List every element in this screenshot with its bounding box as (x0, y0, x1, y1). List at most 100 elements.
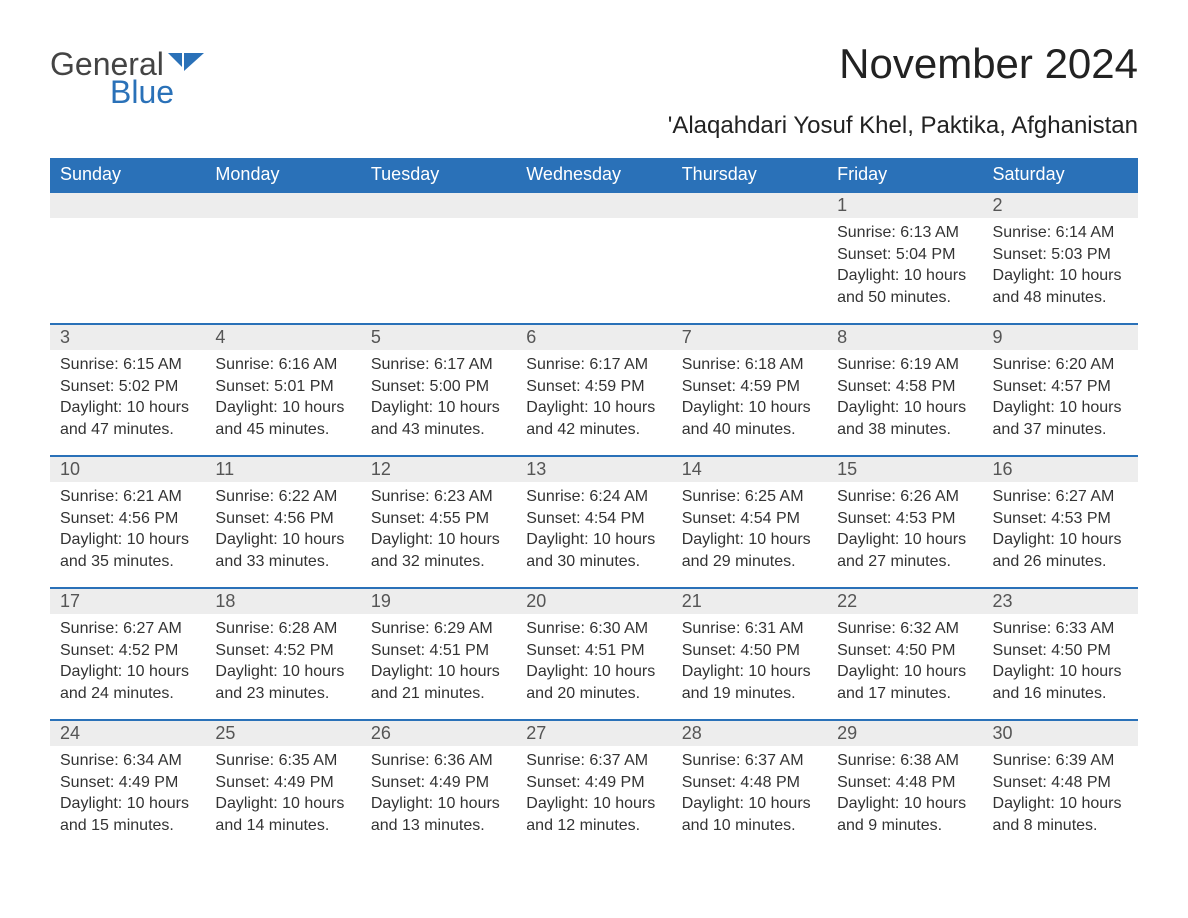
daylight-line: Daylight: 10 hours and 17 minutes. (837, 661, 972, 704)
daylight-line: Daylight: 10 hours and 48 minutes. (993, 265, 1128, 308)
day-details: Sunrise: 6:21 AMSunset: 4:56 PMDaylight:… (50, 482, 205, 578)
sunrise-line: Sunrise: 6:15 AM (60, 354, 195, 376)
calendar-cell: 30Sunrise: 6:39 AMSunset: 4:48 PMDayligh… (983, 720, 1138, 852)
day-number: 18 (205, 589, 360, 614)
day-details: Sunrise: 6:29 AMSunset: 4:51 PMDaylight:… (361, 614, 516, 710)
calendar-cell: 22Sunrise: 6:32 AMSunset: 4:50 PMDayligh… (827, 588, 982, 720)
calendar-cell: 17Sunrise: 6:27 AMSunset: 4:52 PMDayligh… (50, 588, 205, 720)
daylight-line: Daylight: 10 hours and 14 minutes. (215, 793, 350, 836)
calendar-cell: 20Sunrise: 6:30 AMSunset: 4:51 PMDayligh… (516, 588, 671, 720)
calendar-cell: 6Sunrise: 6:17 AMSunset: 4:59 PMDaylight… (516, 324, 671, 456)
daylight-line: Daylight: 10 hours and 19 minutes. (682, 661, 817, 704)
day-number: 22 (827, 589, 982, 614)
daylight-line: Daylight: 10 hours and 37 minutes. (993, 397, 1128, 440)
daylight-line: Daylight: 10 hours and 13 minutes. (371, 793, 506, 836)
day-details: Sunrise: 6:26 AMSunset: 4:53 PMDaylight:… (827, 482, 982, 578)
calendar-cell: 5Sunrise: 6:17 AMSunset: 5:00 PMDaylight… (361, 324, 516, 456)
weekday-header: Sunday (50, 158, 205, 192)
day-details: Sunrise: 6:38 AMSunset: 4:48 PMDaylight:… (827, 746, 982, 842)
calendar-cell: 10Sunrise: 6:21 AMSunset: 4:56 PMDayligh… (50, 456, 205, 588)
sunset-line: Sunset: 4:53 PM (837, 508, 972, 530)
sunset-line: Sunset: 5:03 PM (993, 244, 1128, 266)
day-details: Sunrise: 6:27 AMSunset: 4:52 PMDaylight:… (50, 614, 205, 710)
calendar-cell: 21Sunrise: 6:31 AMSunset: 4:50 PMDayligh… (672, 588, 827, 720)
calendar-cell: 26Sunrise: 6:36 AMSunset: 4:49 PMDayligh… (361, 720, 516, 852)
sunset-line: Sunset: 4:51 PM (526, 640, 661, 662)
sunset-line: Sunset: 5:01 PM (215, 376, 350, 398)
daylight-line: Daylight: 10 hours and 45 minutes. (215, 397, 350, 440)
sunset-line: Sunset: 4:52 PM (60, 640, 195, 662)
calendar-cell: 15Sunrise: 6:26 AMSunset: 4:53 PMDayligh… (827, 456, 982, 588)
day-number: 8 (827, 325, 982, 350)
day-details: Sunrise: 6:39 AMSunset: 4:48 PMDaylight:… (983, 746, 1138, 842)
sunset-line: Sunset: 5:02 PM (60, 376, 195, 398)
day-number: 12 (361, 457, 516, 482)
sunset-line: Sunset: 4:54 PM (526, 508, 661, 530)
sunrise-line: Sunrise: 6:18 AM (682, 354, 817, 376)
day-details: Sunrise: 6:24 AMSunset: 4:54 PMDaylight:… (516, 482, 671, 578)
daylight-line: Daylight: 10 hours and 32 minutes. (371, 529, 506, 572)
sunrise-line: Sunrise: 6:38 AM (837, 750, 972, 772)
sunset-line: Sunset: 4:48 PM (837, 772, 972, 794)
calendar-cell: 16Sunrise: 6:27 AMSunset: 4:53 PMDayligh… (983, 456, 1138, 588)
sunrise-line: Sunrise: 6:31 AM (682, 618, 817, 640)
sunset-line: Sunset: 4:56 PM (60, 508, 195, 530)
day-details: Sunrise: 6:15 AMSunset: 5:02 PMDaylight:… (50, 350, 205, 446)
day-details: Sunrise: 6:23 AMSunset: 4:55 PMDaylight:… (361, 482, 516, 578)
sunrise-line: Sunrise: 6:32 AM (837, 618, 972, 640)
sunrise-line: Sunrise: 6:30 AM (526, 618, 661, 640)
daylight-line: Daylight: 10 hours and 29 minutes. (682, 529, 817, 572)
sunrise-line: Sunrise: 6:29 AM (371, 618, 506, 640)
sunset-line: Sunset: 4:48 PM (682, 772, 817, 794)
day-details: Sunrise: 6:32 AMSunset: 4:50 PMDaylight:… (827, 614, 982, 710)
calendar-cell: 1Sunrise: 6:13 AMSunset: 5:04 PMDaylight… (827, 192, 982, 324)
day-number: 20 (516, 589, 671, 614)
calendar-cell: . (205, 192, 360, 324)
daylight-line: Daylight: 10 hours and 12 minutes. (526, 793, 661, 836)
daylight-line: Daylight: 10 hours and 24 minutes. (60, 661, 195, 704)
daylight-line: Daylight: 10 hours and 42 minutes. (526, 397, 661, 440)
calendar-cell: 14Sunrise: 6:25 AMSunset: 4:54 PMDayligh… (672, 456, 827, 588)
sunset-line: Sunset: 4:49 PM (371, 772, 506, 794)
sunset-line: Sunset: 4:59 PM (526, 376, 661, 398)
sunset-line: Sunset: 4:49 PM (60, 772, 195, 794)
sunset-line: Sunset: 4:58 PM (837, 376, 972, 398)
daylight-line: Daylight: 10 hours and 38 minutes. (837, 397, 972, 440)
logo: General Blue (50, 40, 204, 108)
daylight-line: Daylight: 10 hours and 27 minutes. (837, 529, 972, 572)
weekday-header: Monday (205, 158, 360, 192)
day-details: Sunrise: 6:35 AMSunset: 4:49 PMDaylight:… (205, 746, 360, 842)
sunrise-line: Sunrise: 6:13 AM (837, 222, 972, 244)
weekday-header: Tuesday (361, 158, 516, 192)
day-number: 10 (50, 457, 205, 482)
day-number: . (361, 193, 516, 218)
calendar-cell: 8Sunrise: 6:19 AMSunset: 4:58 PMDaylight… (827, 324, 982, 456)
day-number: 14 (672, 457, 827, 482)
day-details: Sunrise: 6:20 AMSunset: 4:57 PMDaylight:… (983, 350, 1138, 446)
day-number: 13 (516, 457, 671, 482)
day-number: 15 (827, 457, 982, 482)
calendar-cell: 12Sunrise: 6:23 AMSunset: 4:55 PMDayligh… (361, 456, 516, 588)
sunrise-line: Sunrise: 6:17 AM (526, 354, 661, 376)
day-number: 1 (827, 193, 982, 218)
sunset-line: Sunset: 4:50 PM (837, 640, 972, 662)
day-number: 23 (983, 589, 1138, 614)
day-number: 7 (672, 325, 827, 350)
weekday-header: Saturday (983, 158, 1138, 192)
day-details: Sunrise: 6:13 AMSunset: 5:04 PMDaylight:… (827, 218, 982, 314)
day-number: . (672, 193, 827, 218)
day-number: 29 (827, 721, 982, 746)
calendar-cell: 24Sunrise: 6:34 AMSunset: 4:49 PMDayligh… (50, 720, 205, 852)
day-details: Sunrise: 6:18 AMSunset: 4:59 PMDaylight:… (672, 350, 827, 446)
day-details: Sunrise: 6:34 AMSunset: 4:49 PMDaylight:… (50, 746, 205, 842)
day-details: Sunrise: 6:30 AMSunset: 4:51 PMDaylight:… (516, 614, 671, 710)
logo-blue-text: Blue (110, 76, 204, 108)
sunset-line: Sunset: 4:57 PM (993, 376, 1128, 398)
day-details: Sunrise: 6:22 AMSunset: 4:56 PMDaylight:… (205, 482, 360, 578)
sunset-line: Sunset: 5:00 PM (371, 376, 506, 398)
day-number: 19 (361, 589, 516, 614)
day-details: Sunrise: 6:37 AMSunset: 4:48 PMDaylight:… (672, 746, 827, 842)
daylight-line: Daylight: 10 hours and 21 minutes. (371, 661, 506, 704)
sunrise-line: Sunrise: 6:33 AM (993, 618, 1128, 640)
day-details: Sunrise: 6:19 AMSunset: 4:58 PMDaylight:… (827, 350, 982, 446)
